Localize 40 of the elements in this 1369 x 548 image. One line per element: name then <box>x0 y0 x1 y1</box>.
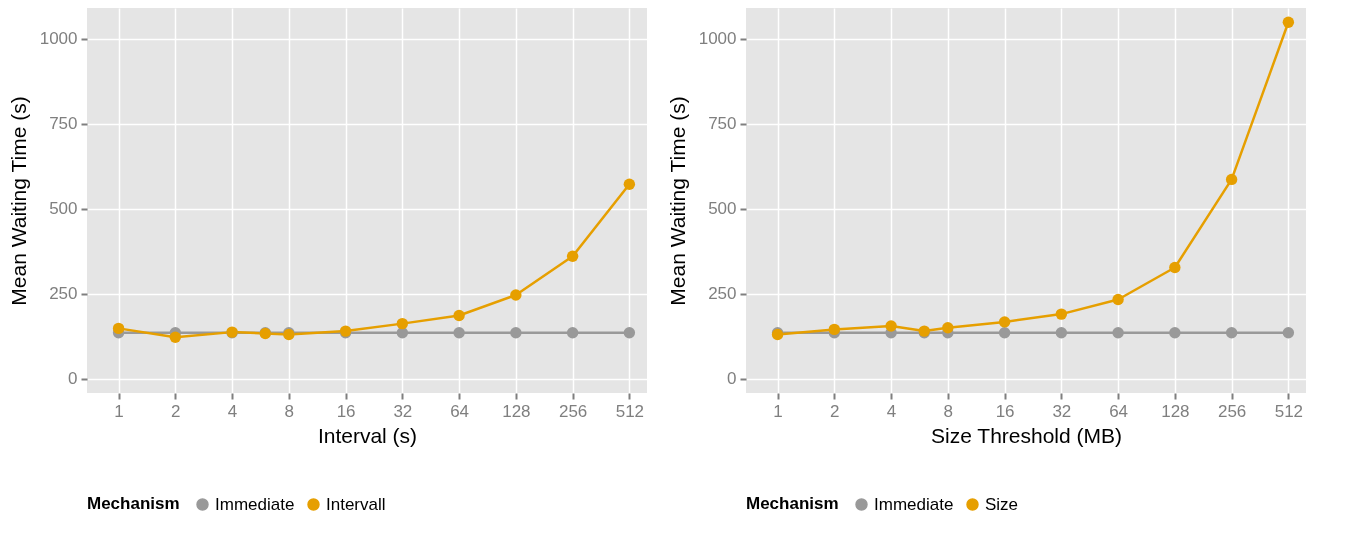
x-tick-label: 512 <box>615 401 645 421</box>
x-tick-label: 128 <box>502 401 531 421</box>
x-tick-label: 64 <box>1109 401 1129 421</box>
x-tick-label: 32 <box>393 401 413 421</box>
y-tick-label: 250 <box>708 284 737 304</box>
y-tick-label: 1000 <box>39 29 78 49</box>
x-tick-label: 8 <box>284 401 295 421</box>
x-tick-label: 8 <box>943 401 954 421</box>
y-tick-label: 0 <box>68 369 78 389</box>
y-tick-label: 1000 <box>698 29 737 49</box>
x-tick-label: 256 <box>558 401 588 421</box>
x-tick-label: 128 <box>1161 401 1190 421</box>
legend-label: Immediate <box>874 494 954 514</box>
x-tick-label: 64 <box>450 401 470 421</box>
y-tick-label: 750 <box>49 114 78 134</box>
x-tick-label: 4 <box>886 401 897 421</box>
x-tick-label: 2 <box>830 401 840 421</box>
y-tick-label: 750 <box>708 114 737 134</box>
x-tick-label: 512 <box>1274 401 1304 421</box>
x-tick-label: 1 <box>773 401 783 421</box>
y-tick-label: 250 <box>49 284 78 304</box>
legend-label: Intervall <box>326 494 386 514</box>
x-tick-label: 256 <box>1217 401 1247 421</box>
legend-title: Mechanism <box>87 494 180 513</box>
x-tick-label: 16 <box>995 401 1015 421</box>
y-tick-label: 0 <box>727 369 737 389</box>
x-tick-label: 32 <box>1052 401 1072 421</box>
x-axis-title: Size Threshold (MB) <box>930 423 1123 447</box>
y-axis-title: Mean Waiting Time (s) <box>6 96 30 306</box>
x-tick-label: 16 <box>336 401 356 421</box>
x-tick-label: 1 <box>114 401 124 421</box>
legend-title: Mechanism <box>746 494 839 513</box>
y-axis-title: Mean Waiting Time (s) <box>665 96 689 306</box>
x-tick-label: 2 <box>171 401 181 421</box>
x-axis-title: Interval (s) <box>317 423 418 447</box>
legend-label: Size <box>985 494 1019 514</box>
legend-label: Immediate <box>215 494 295 514</box>
x-tick-label: 4 <box>227 401 238 421</box>
y-tick-label: 500 <box>708 199 737 219</box>
y-tick-label: 500 <box>49 199 78 219</box>
